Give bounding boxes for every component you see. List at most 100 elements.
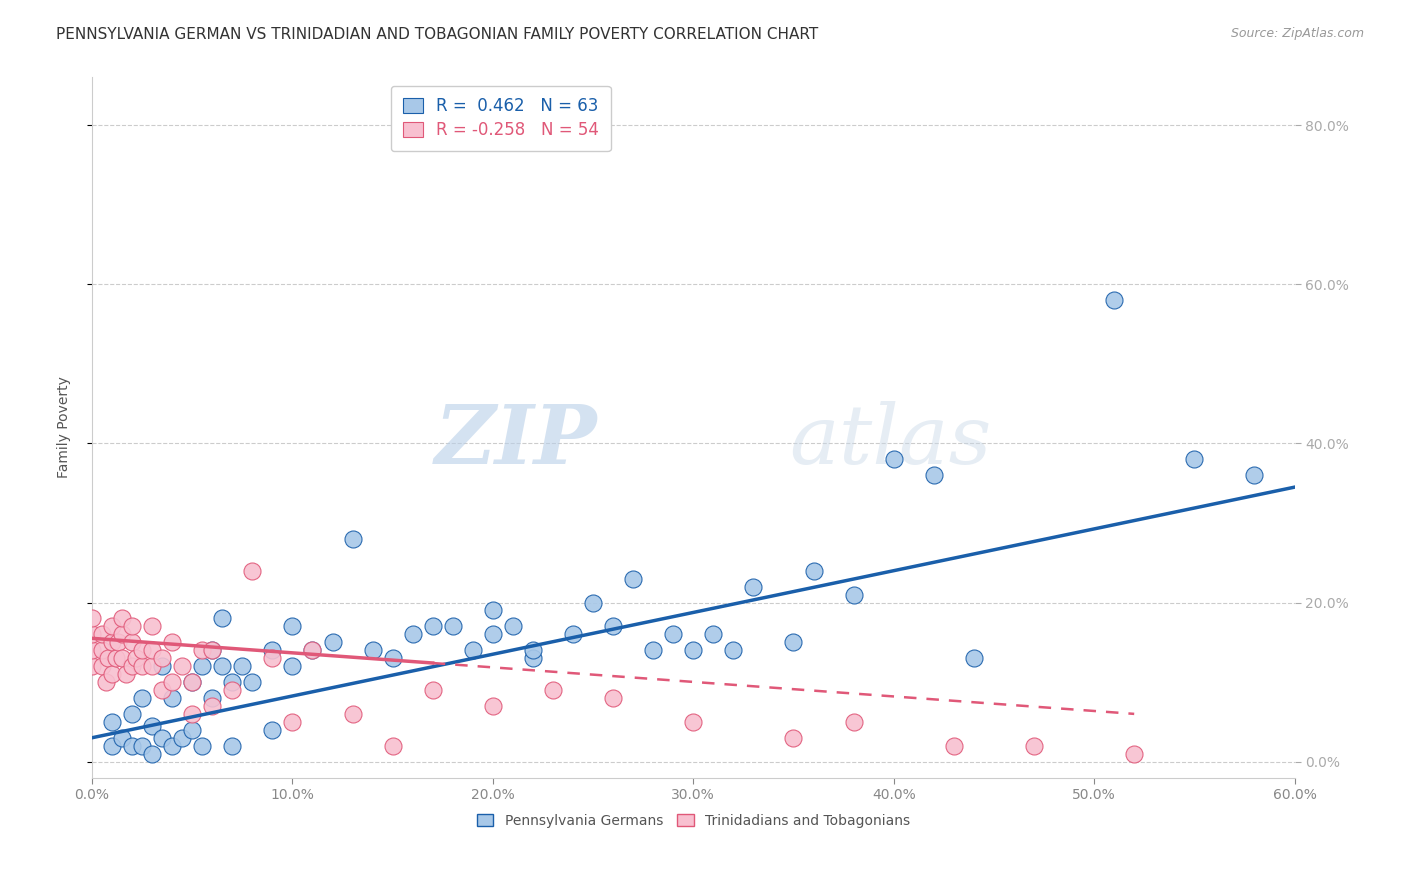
Point [301, 643, 323, 657]
Point [240, 675, 263, 690]
Point [141, 643, 163, 657]
Point [963, 651, 986, 665]
Point [662, 627, 685, 641]
Point [842, 714, 865, 729]
Point [201, 643, 224, 657]
Point [101, 714, 124, 729]
Point [91, 659, 114, 673]
Point [211, 659, 233, 673]
Point [281, 619, 304, 633]
Point [111, 611, 134, 625]
Point [181, 723, 204, 737]
Point [201, 643, 224, 657]
Point [160, 635, 183, 649]
Point [441, 619, 464, 633]
Point [262, 651, 284, 665]
Point [150, 659, 173, 673]
Point [172, 659, 194, 673]
Point [602, 690, 624, 705]
Point [160, 739, 183, 753]
Text: ZIP: ZIP [434, 401, 598, 482]
Point [522, 651, 544, 665]
Point [281, 659, 304, 673]
Point [221, 675, 243, 690]
Point [131, 659, 153, 673]
Text: atlas: atlas [790, 401, 991, 482]
Point [240, 564, 263, 578]
Point [342, 706, 364, 721]
Point [942, 739, 965, 753]
Point [111, 627, 134, 641]
Point [80, 611, 103, 625]
Point [461, 643, 484, 657]
Point [1182, 452, 1205, 467]
Point [131, 739, 153, 753]
Point [91, 643, 114, 657]
Point [94, 675, 117, 690]
Point [502, 619, 524, 633]
Point [125, 651, 148, 665]
Point [221, 683, 243, 698]
Point [101, 667, 124, 681]
Point [160, 690, 183, 705]
Point [141, 719, 163, 733]
Point [281, 714, 304, 729]
Point [105, 651, 128, 665]
Point [181, 706, 204, 721]
Point [482, 698, 505, 713]
Point [121, 635, 143, 649]
Point [643, 643, 665, 657]
Point [201, 698, 224, 713]
Point [381, 739, 404, 753]
Text: Source: ZipAtlas.com: Source: ZipAtlas.com [1230, 27, 1364, 40]
Text: PENNSYLVANIA GERMAN VS TRINIDADIAN AND TOBAGONIAN FAMILY POVERTY CORRELATION CHA: PENNSYLVANIA GERMAN VS TRINIDADIAN AND T… [56, 27, 818, 42]
Point [101, 635, 124, 649]
Point [482, 603, 505, 617]
Point [422, 683, 444, 698]
Point [150, 731, 173, 745]
Point [702, 627, 724, 641]
Point [262, 643, 284, 657]
Point [150, 683, 173, 698]
Point [1123, 747, 1146, 761]
Point [782, 731, 804, 745]
Point [80, 659, 103, 673]
Point [131, 690, 153, 705]
Point [115, 667, 138, 681]
Point [121, 739, 143, 753]
Point [181, 675, 204, 690]
Point [422, 619, 444, 633]
Point [682, 714, 704, 729]
Point [602, 619, 624, 633]
Y-axis label: Family Poverty: Family Poverty [58, 376, 72, 478]
Point [131, 643, 153, 657]
Point [150, 651, 173, 665]
Point [160, 675, 183, 690]
Legend: Pennsylvania Germans, Trinidadians and Tobagonians: Pennsylvania Germans, Trinidadians and T… [471, 808, 915, 834]
Point [141, 659, 163, 673]
Point [321, 635, 343, 649]
Point [782, 635, 804, 649]
Point [211, 611, 233, 625]
Point [221, 739, 243, 753]
Point [101, 619, 124, 633]
Point [191, 739, 214, 753]
Point [111, 731, 134, 745]
Point [121, 659, 143, 673]
Point [262, 723, 284, 737]
Point [101, 739, 124, 753]
Point [97, 651, 120, 665]
Point [111, 651, 134, 665]
Point [91, 627, 114, 641]
Point [922, 468, 945, 483]
Point [541, 683, 564, 698]
Point [141, 747, 163, 761]
Point [482, 627, 505, 641]
Point [172, 731, 194, 745]
Point [621, 572, 644, 586]
Point [201, 690, 224, 705]
Point [522, 643, 544, 657]
Point [231, 659, 253, 673]
Point [381, 651, 404, 665]
Point [1243, 468, 1265, 483]
